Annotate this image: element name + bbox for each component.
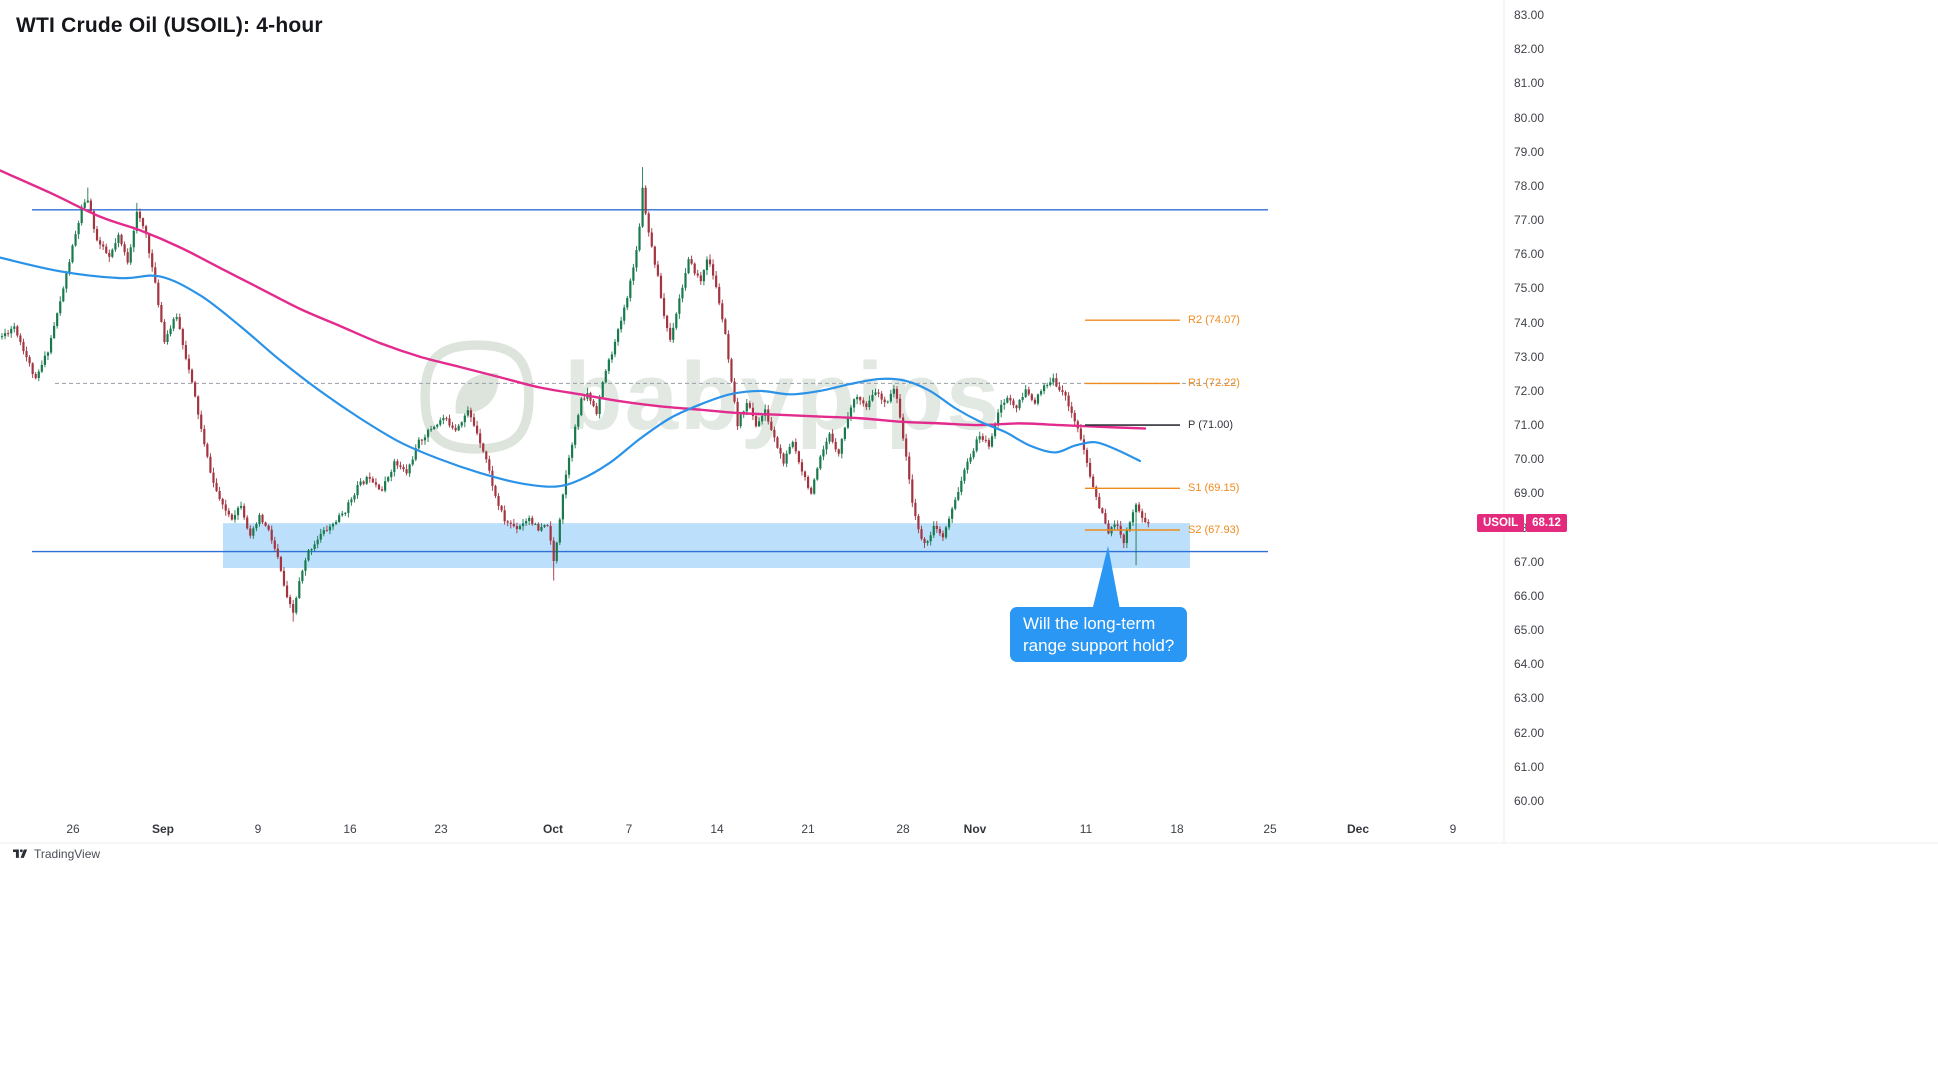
price-tag-symbol: USOIL (1477, 513, 1525, 533)
tradingview-label: TradingView (34, 847, 101, 861)
callout-tail (1091, 546, 1121, 615)
last-price-tag: USOIL 68.12 (1477, 513, 1567, 533)
tradingview-logo-icon (13, 848, 28, 858)
support-band (223, 523, 1190, 568)
callout-line2: range support hold? (1023, 635, 1175, 655)
tradingview-attribution[interactable]: TradingView (13, 847, 100, 861)
fast-ma-line (0, 256, 1142, 488)
price-tag-value: 68.12 (1526, 513, 1567, 533)
candles-layer (0, 167, 1150, 622)
slow-ma-line (0, 169, 1147, 430)
annotation-callout: Will the long-term range support hold? (1010, 607, 1188, 663)
chart-title: WTI Crude Oil (USOIL): 4-hour (16, 14, 323, 37)
callout-line1: Will the long-term (1023, 614, 1156, 633)
